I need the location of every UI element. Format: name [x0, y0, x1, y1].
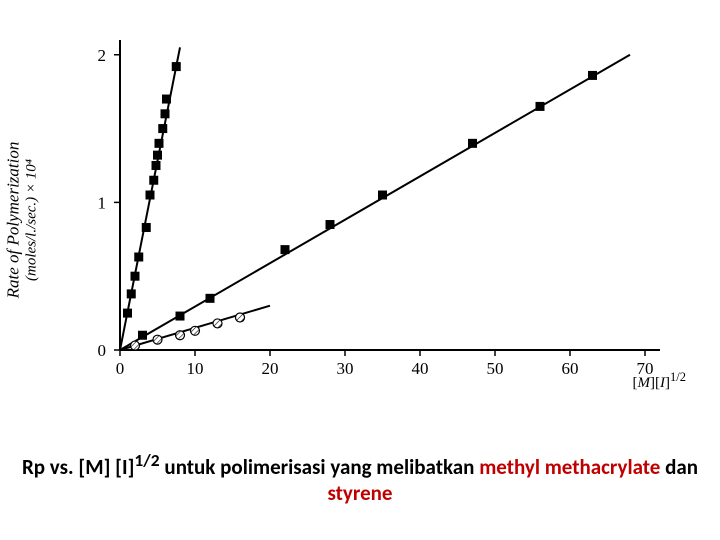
y-axis-label: Rate of Polymerization (moles/l./sec.) ×… — [4, 142, 41, 299]
caption-part1: Rp vs. [M] [I] — [22, 454, 134, 480]
svg-text:2: 2 — [98, 46, 107, 65]
svg-text:0: 0 — [116, 359, 125, 378]
page-root: { "chart": { "type": "scatter", "backgro… — [0, 0, 720, 540]
svg-text:10: 10 — [187, 359, 204, 378]
svg-text:0: 0 — [98, 341, 107, 360]
scatter-plot: 010203040506070012 — [40, 30, 680, 390]
svg-text:40: 40 — [412, 359, 429, 378]
caption-compound1: methyl methacrylate — [479, 454, 660, 480]
y-axis-label-line2: (moles/l./sec.) × 10⁴ — [23, 142, 40, 299]
caption-part2: untuk polimerisasi yang melibatkan — [160, 454, 480, 480]
figure-caption: Rp vs. [M] [I]1/2 untuk polimerisasi yan… — [0, 450, 720, 507]
svg-text:50: 50 — [487, 359, 504, 378]
svg-text:1: 1 — [98, 193, 107, 212]
x-axis-label: [M][I]1/2 — [633, 370, 686, 392]
caption-compound2: styrene — [327, 480, 392, 506]
caption-sup: 1/2 — [134, 449, 159, 471]
chart-area: Rate of Polymerization (moles/l./sec.) ×… — [40, 30, 680, 410]
svg-text:20: 20 — [262, 359, 279, 378]
svg-text:30: 30 — [337, 359, 354, 378]
caption-mid: dan — [660, 454, 698, 480]
svg-text:60: 60 — [562, 359, 579, 378]
y-axis-label-line1: Rate of Polymerization — [4, 142, 24, 299]
